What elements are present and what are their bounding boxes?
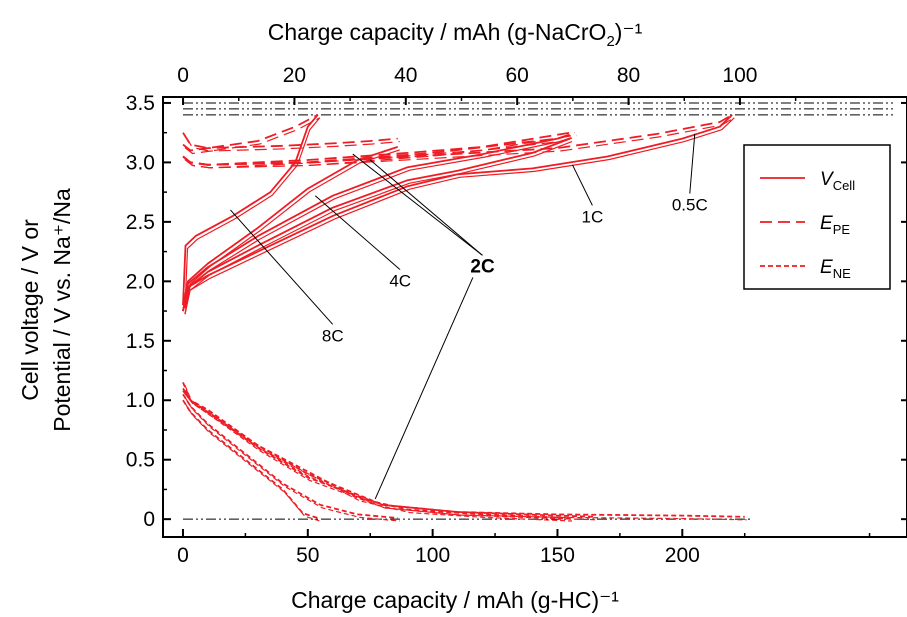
y-tick-label: 1.5 xyxy=(126,330,155,353)
series-1C-e-ne-cycle2 xyxy=(184,391,597,521)
series-8C-v-cell xyxy=(182,114,319,306)
y-tick-label: 3.5 xyxy=(126,92,155,115)
annotation-leader-2C xyxy=(352,153,483,256)
series-2C-e-pe-cycle2 xyxy=(184,135,573,169)
series-2C-e-ne-cycle2 xyxy=(184,393,573,522)
series-0p5C-v-cell-cycle2 xyxy=(184,117,735,315)
annotation-leader-0p5C xyxy=(689,133,696,194)
x2-tick-label: 40 xyxy=(394,64,417,87)
series-0p5C-e-ne-cycle2 xyxy=(184,385,747,521)
series-4C-e-ne-cycle2 xyxy=(184,396,400,522)
series-2C-v-cell-cycle2 xyxy=(184,137,573,315)
series-0p5C-e-ne xyxy=(182,382,745,518)
x-axis-bottom: 0 50 100 150 200 xyxy=(177,529,871,567)
x-tick-label: 50 xyxy=(296,544,319,567)
plot-area xyxy=(162,96,907,538)
y-tick-label: 2.0 xyxy=(126,270,155,293)
annotation-4C: 4C xyxy=(389,272,411,291)
series-4C-e-pe-cycle2 xyxy=(184,141,400,155)
y-tick-label: 3.0 xyxy=(126,151,155,174)
legend-box xyxy=(743,144,891,290)
rate-annotations: 8C 4C 2C 1C 0.5C xyxy=(230,133,710,500)
series-8C-e-pe-cycle2 xyxy=(184,117,321,152)
x-tick-label: 150 xyxy=(540,544,575,567)
series-8C-e-pe xyxy=(182,114,319,150)
data-series xyxy=(182,114,747,522)
series-1C-v-cell-cycle2 xyxy=(184,141,573,315)
series-8C-v-cell-cycle2 xyxy=(184,117,321,309)
annotation-bg xyxy=(462,255,503,278)
x2-tick-label: 100 xyxy=(722,64,757,87)
annotation-bg xyxy=(572,205,613,228)
series-2C-v-cell xyxy=(182,134,571,312)
x-tick-label: 100 xyxy=(415,544,450,567)
annotation-leader-2C xyxy=(369,159,483,256)
annotation-8C: 8C xyxy=(322,326,344,345)
series-4C-v-cell-cycle2 xyxy=(184,149,400,309)
y-axis-left: 0 0.5 1.0 1.5 2.0 2.5 3.0 3.5 xyxy=(126,92,907,531)
x2-tick-label: 80 xyxy=(617,64,640,87)
series-0p5C-e-pe xyxy=(182,114,733,166)
annotation-leader-1C xyxy=(572,164,593,206)
legend-label: VCell xyxy=(820,169,855,193)
legend: VCell EPE ENE xyxy=(743,144,891,290)
annotation-leader-8C xyxy=(230,209,334,325)
x-axis-top: 0 20 40 60 80 100 xyxy=(177,64,797,105)
legend-label: EPE xyxy=(820,213,850,237)
annotation-0p5C: 0.5C xyxy=(672,196,708,215)
x-tick-label: 200 xyxy=(665,544,700,567)
y-tick-label: 1.0 xyxy=(126,389,155,412)
series-4C-v-cell xyxy=(182,146,398,306)
x-axis-title: Charge capacity / mAh (g-HC)⁻¹ xyxy=(291,587,619,613)
x-tick-label: 0 xyxy=(177,544,189,567)
reference-lines xyxy=(182,102,895,520)
y-axis-title-line1: Cell voltage / V or xyxy=(17,219,43,401)
annotation-leader-4C xyxy=(314,195,401,271)
series-2C-e-pe xyxy=(182,131,571,166)
annotation-leader-2C xyxy=(374,255,484,500)
series-4C-e-ne xyxy=(182,393,398,519)
x2-axis-title: Charge capacity / mAh (g-NaCrO2)⁻¹ xyxy=(268,19,643,50)
y-tick-label: 0.5 xyxy=(126,449,155,472)
x2-tick-label: 60 xyxy=(505,64,528,87)
annotation-bg xyxy=(669,193,710,216)
y-axis-title-line2: Potential / V vs. Na⁺/Na xyxy=(49,188,75,432)
annotation-1C: 1C xyxy=(582,207,604,226)
y-tick-label: 0 xyxy=(143,508,155,531)
series-1C-e-ne xyxy=(182,387,595,518)
series-0p5C-v-cell xyxy=(182,114,733,312)
x2-tick-label: 0 xyxy=(177,64,189,87)
legend-label: ENE xyxy=(820,257,851,281)
x2-tick-label: 20 xyxy=(283,64,306,87)
series-4C-e-pe xyxy=(182,137,398,152)
annotation-bg xyxy=(312,324,353,347)
plot-frame xyxy=(162,96,907,538)
series-2C-e-ne xyxy=(182,390,571,519)
series-0p5C-e-pe-cycle2 xyxy=(184,117,735,169)
annotation-bg xyxy=(380,269,421,292)
y-tick-label: 2.5 xyxy=(126,211,155,234)
annotation-2C: 2C xyxy=(470,256,495,277)
